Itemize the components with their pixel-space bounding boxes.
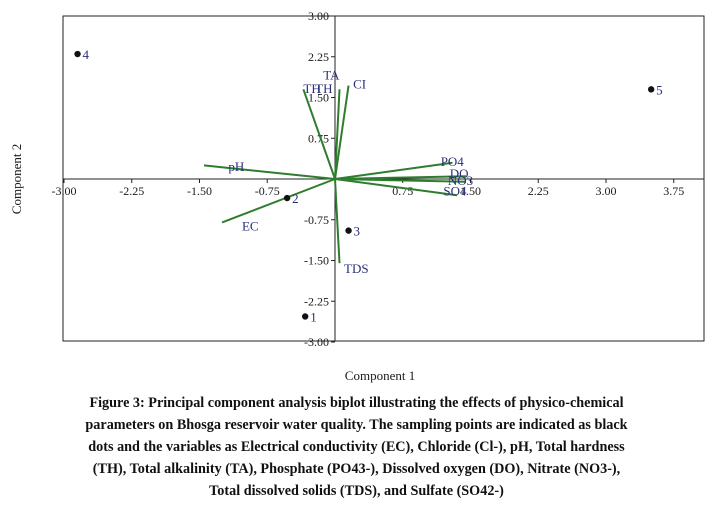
sample-points: 1 2 3 4 5 xyxy=(74,47,663,324)
vector-label: TDS xyxy=(344,261,369,276)
caption-line: (TH), Total alkalinity (TA), Phosphate (… xyxy=(92,461,621,477)
caption-line: Total dissolved solids (TDS), and Sulfat… xyxy=(209,483,504,499)
x-tick-label: 1.50 xyxy=(460,184,481,198)
y-tick-label: -2.25 xyxy=(304,294,329,308)
sample-point-label: 3 xyxy=(354,224,361,239)
caption-line: dots and the variables as Electrical con… xyxy=(88,439,625,455)
x-tick-label: -2.25 xyxy=(119,184,144,198)
y-tick-label: 1.50 xyxy=(308,91,329,105)
vector-label: NO3 xyxy=(448,173,473,188)
x-tick-label: 2.25 xyxy=(528,184,549,198)
sample-point xyxy=(345,227,352,234)
x-tick-label: -0.75 xyxy=(255,184,280,198)
x-tick-label: -3.00 xyxy=(52,184,77,198)
vector-label: DO xyxy=(450,166,469,181)
pca-biplot: -3.00 -2.25 -1.50 -0.75 0.75 1.50 2.25 3.00 3.75… xyxy=(9,9,705,383)
caption-line: Figure 3: Principal component analysis b… xyxy=(89,395,624,411)
vector-label: SO4 xyxy=(443,183,467,198)
y-tick-label: -1.50 xyxy=(304,254,329,268)
loading-vectors xyxy=(203,85,467,264)
sample-point-label: 2 xyxy=(292,191,299,206)
vector-label: TA xyxy=(323,68,340,83)
loading-vector-ph xyxy=(203,164,336,180)
loading-vector-ta xyxy=(334,89,341,180)
loading-vector-cl xyxy=(334,85,350,180)
sample-point-label: 1 xyxy=(310,309,317,324)
y-axis-label: Component 2 xyxy=(9,144,24,214)
sample-point-label: 4 xyxy=(83,47,90,62)
vector-label: TH xyxy=(303,81,320,96)
y-tick-label: -3.00 xyxy=(304,335,329,349)
vector-label: pH xyxy=(228,159,244,174)
x-tick-label: 3.75 xyxy=(663,184,684,198)
vector-label: EC xyxy=(242,219,259,234)
loading-vector-tds xyxy=(334,178,341,264)
y-tick-label: -0.75 xyxy=(304,213,329,227)
y-tick-label: 3.00 xyxy=(308,9,329,23)
vector-label: CI xyxy=(353,76,366,91)
x-tick-label: -1.50 xyxy=(187,184,212,198)
figure-caption: Figure 3: Principal component analysis b… xyxy=(0,392,713,502)
loading-vector-po4 xyxy=(334,161,453,180)
sample-point xyxy=(74,50,81,58)
sample-point xyxy=(647,86,655,93)
vector-label: PO4 xyxy=(441,154,465,169)
sample-point xyxy=(283,194,291,202)
loading-vector-ec xyxy=(221,178,336,224)
y-tick-label: 0.75 xyxy=(308,131,329,145)
sample-point xyxy=(301,313,309,320)
y-ticks: 3.00 2.25 1.50 0.75 -0.75 -1.50 -2.25 -3.00 xyxy=(304,9,335,349)
x-ticks: -3.00 -2.25 -1.50 -0.75 0.75 1.50 2.25 3.00 3.75 xyxy=(52,179,684,198)
vector-label: TH xyxy=(315,81,332,96)
sample-point-label: 5 xyxy=(656,82,663,97)
loading-vector-no3 xyxy=(334,178,467,183)
caption-line: parameters on Bhosga reservoir water qua… xyxy=(85,417,628,433)
loading-vector-th xyxy=(302,89,336,180)
y-tick-label: 2.25 xyxy=(308,50,329,64)
loading-vector-so4 xyxy=(334,178,458,197)
x-tick-label: 3.00 xyxy=(596,184,617,198)
x-axis-label: Component 1 xyxy=(345,368,415,383)
